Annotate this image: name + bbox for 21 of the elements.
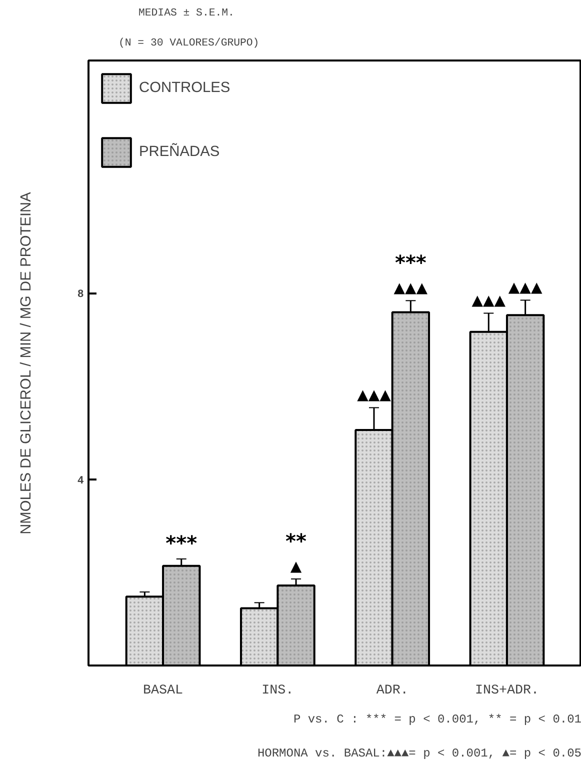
y-tick-label: 4 <box>78 474 84 486</box>
text: HORMONA vs. BASAL:▲▲▲= p < 0.001, ▲= p < 0.05 <box>257 746 581 760</box>
annotation: ▲ <box>290 558 302 575</box>
text: P vs. C : *** = p < 0.001, ** = p < 0.01 <box>293 712 581 726</box>
chart-title: MEDIAS ± S.E.M. <box>138 8 234 20</box>
y-tick-label: 8 <box>78 288 84 300</box>
x-tick-label: BASAL <box>143 684 184 698</box>
y-axis-title: NMOLES DE GLICEROL / MIN / MG DE PROTEINA <box>18 192 35 534</box>
chart-subtitle: (N = 30 VALORES/GRUPO) <box>118 38 260 50</box>
annotation: ▲▲▲ <box>472 292 506 310</box>
x-tick-label: ADR. <box>376 684 408 698</box>
annotation: ▲▲▲ <box>357 386 392 404</box>
annotation: ▲▲▲ <box>394 280 428 297</box>
x-tick-label: INS+ADR. <box>474 684 539 698</box>
annotation: *** <box>166 530 198 555</box>
legend-label: CONTROLES <box>139 80 230 96</box>
x-tick-label: INS. <box>262 684 294 698</box>
legend-label: PREÑADAS <box>139 144 220 160</box>
annotation: *** <box>394 250 427 275</box>
annotation: ** <box>286 528 308 553</box>
annotation: ▲▲▲ <box>508 279 543 296</box>
